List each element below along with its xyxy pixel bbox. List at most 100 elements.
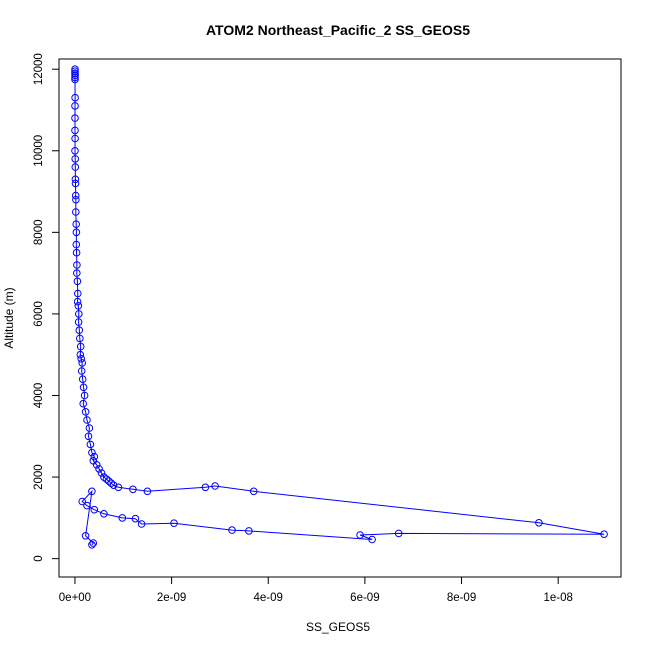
data-point	[600, 530, 608, 539]
data-point	[85, 424, 94, 432]
data-point	[71, 93, 79, 102]
data-point	[83, 501, 91, 510]
data-point	[78, 359, 86, 367]
data-point	[114, 483, 123, 492]
data-point	[107, 479, 115, 488]
data-point	[72, 248, 81, 257]
data-point	[211, 482, 219, 490]
plot-frame	[58, 58, 622, 578]
data-point	[71, 71, 79, 80]
data-point	[137, 520, 146, 528]
data-point	[90, 452, 99, 461]
data-point	[77, 355, 85, 363]
data-point	[71, 114, 79, 122]
y-tick-label: 0	[33, 555, 45, 561]
data-point	[88, 487, 96, 496]
data-point	[245, 527, 253, 535]
data-point	[249, 487, 258, 496]
data-point	[105, 477, 113, 485]
y-tick-label: 10000	[33, 135, 45, 167]
data-point	[170, 519, 178, 528]
data-point	[74, 302, 83, 310]
data-point	[71, 147, 79, 155]
data-point	[71, 73, 79, 82]
data-point	[76, 342, 85, 351]
y-tick-label: 8000	[33, 220, 45, 246]
y-tick-label: 2000	[33, 464, 45, 490]
data-point	[75, 310, 83, 318]
chart-title: ATOM2 Northeast_Pacific_2 SS_GEOS5	[206, 22, 470, 38]
data-point	[71, 191, 80, 200]
data-point	[79, 399, 87, 408]
data-point	[71, 134, 79, 143]
data-point	[88, 541, 96, 549]
data-point	[80, 391, 89, 400]
plot-area	[71, 65, 608, 549]
data-point	[100, 510, 108, 518]
data-point	[71, 179, 80, 188]
data-point	[75, 326, 84, 335]
data-point	[83, 416, 91, 424]
data-point	[129, 485, 137, 494]
x-tick-label: 6e-09	[350, 592, 379, 604]
data-point	[118, 514, 127, 522]
data-point	[76, 350, 85, 359]
data-point	[72, 195, 80, 204]
data-point	[77, 367, 86, 375]
data-point	[72, 208, 80, 216]
data-point	[72, 240, 81, 249]
data-point	[89, 539, 98, 547]
data-point	[356, 531, 364, 539]
data-point	[228, 526, 236, 534]
data-point	[81, 408, 90, 416]
data-point	[102, 475, 111, 483]
data-point	[72, 228, 81, 237]
data-point	[131, 514, 140, 523]
data-point	[88, 448, 96, 457]
data-point	[74, 318, 83, 326]
data-point	[71, 155, 79, 163]
data-point	[143, 487, 152, 496]
data-point	[73, 269, 81, 277]
y-tick-label: 4000	[33, 383, 45, 409]
x-tick-label: 0e+00	[59, 592, 91, 604]
data-point	[73, 277, 82, 286]
data-point	[394, 529, 403, 538]
data-point	[71, 126, 79, 135]
x-tick-label: 8e-09	[447, 592, 476, 604]
data-point	[72, 220, 80, 228]
data-point	[73, 297, 82, 306]
data-point	[84, 432, 93, 441]
data-point	[201, 483, 210, 492]
data-point	[78, 375, 87, 384]
data-point	[74, 289, 82, 298]
data-point	[97, 469, 106, 477]
x-tick-label: 1e-08	[543, 592, 572, 604]
data-point	[368, 535, 376, 544]
series-line	[74, 69, 605, 546]
data-point	[79, 383, 88, 392]
data-point	[92, 461, 101, 469]
data-point	[78, 497, 86, 506]
data-point	[100, 473, 108, 481]
data-point	[109, 481, 118, 490]
data-point	[71, 163, 80, 171]
data-point	[71, 175, 80, 184]
data-point	[71, 75, 79, 84]
data-point	[95, 465, 103, 473]
x-axis: 0e+00 2e-09 4e-09 6e-09 8e-09 1e-08	[59, 576, 573, 604]
y-axis-label: Altitude (m)	[2, 287, 16, 348]
data-point	[73, 261, 81, 269]
x-tick-label: 4e-09	[254, 592, 283, 604]
y-axis: 0 2000 4000 6000 8000 10000 12000	[33, 53, 60, 562]
y-tick-label: 12000	[33, 53, 45, 85]
data-point	[90, 505, 99, 514]
data-point	[81, 532, 90, 540]
data-point	[71, 102, 79, 110]
y-tick-label: 6000	[33, 301, 45, 327]
data-point	[76, 334, 84, 343]
data-point	[535, 519, 543, 527]
x-axis-label: SS_GEOS5	[306, 620, 370, 634]
data-point	[86, 440, 95, 449]
